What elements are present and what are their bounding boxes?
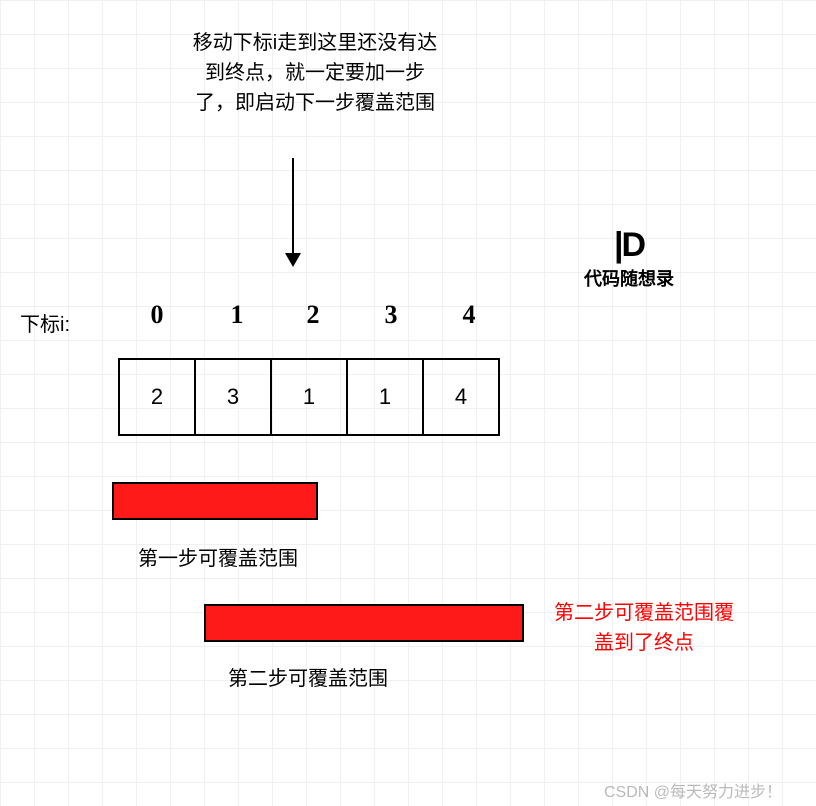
range2-caption: 第二步可覆盖范围 xyxy=(228,662,388,691)
top-line-2: 到终点，就一定要加一步 xyxy=(165,58,465,88)
top-line-3: 了，即启动下一步覆盖范围 xyxy=(165,88,465,118)
cell-0: 2 xyxy=(118,358,196,436)
side-note-line-2: 盖到了终点 xyxy=(554,628,734,658)
pointer-arrow xyxy=(285,158,301,267)
cell-2: 1 xyxy=(270,358,348,436)
cell-4: 4 xyxy=(422,358,500,436)
side-note-line-1: 第二步可覆盖范围覆 xyxy=(554,598,734,628)
index-3: 3 xyxy=(376,300,406,330)
index-4: 4 xyxy=(454,300,484,330)
arrow-head-icon xyxy=(285,253,301,267)
index-1: 1 xyxy=(222,300,252,330)
arrow-shaft xyxy=(292,158,294,254)
watermark: CSDN @每天努力进步！ xyxy=(604,778,782,802)
top-line-1: 移动下标i走到这里还没有达 xyxy=(165,28,465,58)
index-2: 2 xyxy=(298,300,328,330)
cell-1: 3 xyxy=(194,358,272,436)
brand-logo: |D 代码随想录 xyxy=(584,226,674,291)
top-explanation: 移动下标i走到这里还没有达 到终点，就一定要加一步 了，即启动下一步覆盖范围 xyxy=(165,28,465,118)
logo-label: 代码随想录 xyxy=(584,265,674,291)
range2-bar xyxy=(204,604,524,642)
side-note: 第二步可覆盖范围覆 盖到了终点 xyxy=(554,598,734,658)
array-cells: 2 3 1 1 4 xyxy=(118,358,500,436)
range1-caption: 第一步可覆盖范围 xyxy=(138,542,298,571)
cell-3: 1 xyxy=(346,358,424,436)
index-0: 0 xyxy=(142,300,172,330)
logo-icon: |D xyxy=(584,226,674,265)
range1-bar xyxy=(112,482,318,520)
index-label: 下标i: xyxy=(20,308,70,337)
